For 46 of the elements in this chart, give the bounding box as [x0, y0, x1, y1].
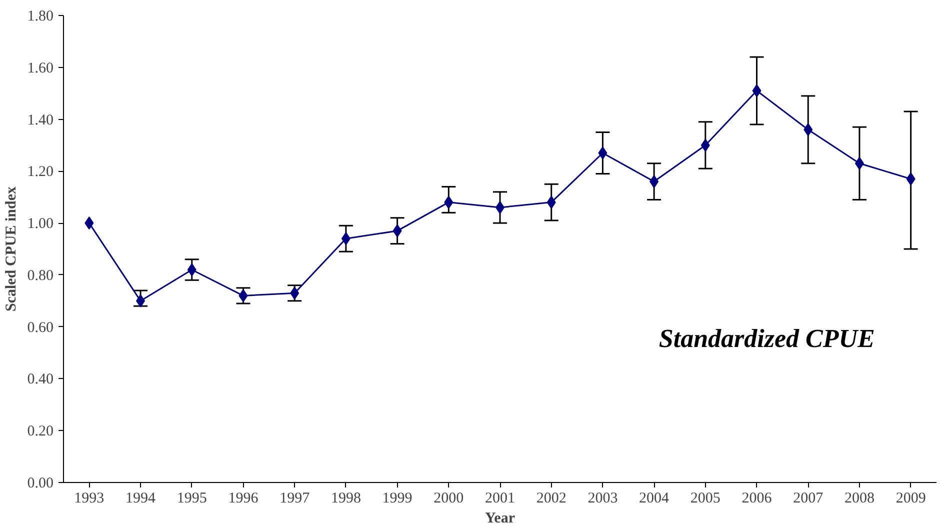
point: [136, 294, 146, 308]
annotation: Standardized CPUE: [658, 324, 875, 353]
x-tick-label: 1996: [228, 490, 259, 506]
x-tick-label: 2004: [639, 490, 670, 506]
point: [392, 224, 402, 238]
x-tick-label: 1994: [126, 490, 156, 506]
point: [187, 263, 196, 276]
x-tick-label: 2005: [690, 490, 720, 506]
point: [84, 216, 94, 230]
x-tick-label: 2003: [588, 490, 618, 506]
y-tick-label: 1.80: [27, 8, 54, 24]
point: [700, 138, 710, 152]
y-tick-label: 1.20: [27, 164, 54, 180]
x-tick-label: 2000: [434, 490, 464, 506]
point: [238, 289, 248, 302]
x-tick-label: 1995: [176, 490, 207, 506]
y-tick-label: 0.00: [27, 476, 54, 492]
x-tick-label: 2002: [536, 490, 566, 506]
x-axis-title: Year: [485, 510, 516, 526]
point: [290, 286, 300, 300]
point: [598, 146, 608, 160]
x-tick-label: 1997: [280, 490, 310, 506]
x-tick-label: 2007: [793, 490, 824, 506]
x-tick-label: 1999: [382, 490, 412, 506]
y-tick-label: 1.40: [27, 112, 54, 128]
x-tick-label: 2008: [844, 490, 874, 506]
x-tick-label: 1993: [74, 490, 104, 506]
y-tick-label: 0.60: [27, 320, 54, 336]
point: [804, 123, 813, 136]
point: [650, 175, 659, 188]
y-tick-label: 0.20: [27, 424, 54, 440]
y-tick-label: 0.80: [27, 268, 54, 284]
y-tick-label: 1.60: [27, 60, 54, 76]
x-tick-label: 2006: [742, 490, 772, 506]
x-tick-label: 1998: [330, 490, 361, 506]
point: [854, 156, 864, 170]
point: [444, 196, 454, 209]
point: [341, 232, 350, 246]
x-tick-label: 2009: [896, 490, 926, 506]
y-tick-label: 0.40: [27, 372, 54, 388]
y-axis-title: Scaled CPUE index: [3, 186, 20, 312]
y-tick-label: 1.00: [27, 216, 54, 232]
x-tick-label: 2001: [485, 490, 515, 506]
point: [752, 84, 762, 98]
point: [546, 196, 556, 209]
point: [906, 172, 916, 186]
